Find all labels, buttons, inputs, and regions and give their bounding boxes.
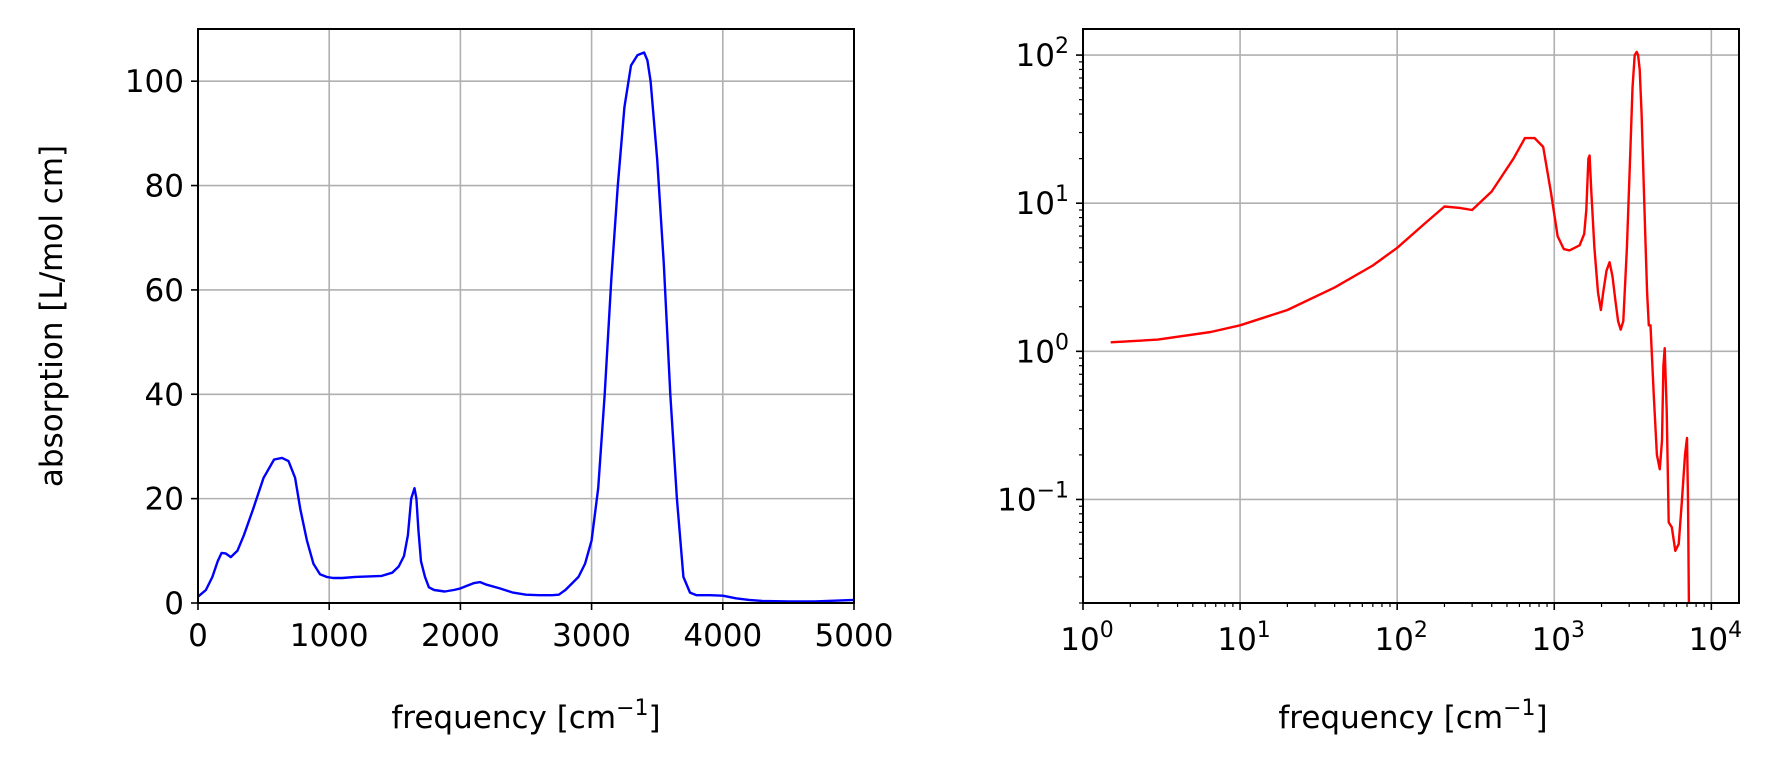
left-y-axis-label: absorption [L/mol cm]: [34, 145, 70, 487]
left-x-tick-label: 2000: [421, 618, 500, 654]
right-ticks: [1076, 54, 1713, 610]
left-series-line: [197, 51, 855, 603]
left-y-tick-label: 0: [164, 586, 184, 622]
right-x-axis-label: frequency [cm−1]: [1278, 696, 1547, 736]
left-x-tick-label: 1000: [290, 618, 369, 654]
right-x-tick-label: 101: [1217, 618, 1270, 658]
left-series: [197, 51, 855, 603]
left-axes-frame: [197, 28, 855, 604]
left-x-tick-label: 0: [188, 618, 208, 654]
left-y-tick-label: 100: [125, 64, 184, 100]
left-ticks: [191, 80, 855, 610]
right-y-tick-label: 101: [1016, 182, 1069, 222]
left-x-tick-label: 4000: [683, 618, 762, 654]
left-y-tick-label: 20: [145, 482, 184, 518]
right-y-tick-label: 102: [1016, 34, 1069, 74]
right-tick-labels: 100 101 102 103 104 10−1 100 101 102: [997, 34, 1742, 658]
right-axes-frame: [1082, 28, 1740, 604]
left-y-tick-label: 60: [145, 273, 184, 309]
left-tick-labels: 0 1000 2000 3000 4000 5000 0 20 40 60 80 100: [125, 64, 894, 654]
right-series: [1110, 50, 1691, 604]
right-y-tick-label: 10−1: [997, 478, 1069, 518]
left-x-axis-label: frequency [cm−1]: [391, 696, 660, 736]
right-y-tick-label: 100: [1016, 330, 1069, 370]
right-x-tick-label: 104: [1689, 618, 1742, 658]
right-x-tick-label: 100: [1060, 618, 1113, 658]
left-y-tick-label: 40: [145, 377, 184, 413]
linear-absorption-chart: 0 1000 2000 3000 4000 5000 0 20 40 60 80 100 freque…: [34, 28, 894, 736]
left-y-tick-label: 80: [145, 169, 184, 205]
log-absorption-chart: 100 101 102 103 104 10−1 100 101 102 frequency […: [997, 28, 1742, 736]
right-x-tick-label: 103: [1532, 618, 1585, 658]
right-series-line: [1110, 50, 1691, 604]
left-x-tick-label: 5000: [815, 618, 894, 654]
left-x-tick-label: 3000: [552, 618, 631, 654]
right-x-tick-label: 102: [1374, 618, 1427, 658]
